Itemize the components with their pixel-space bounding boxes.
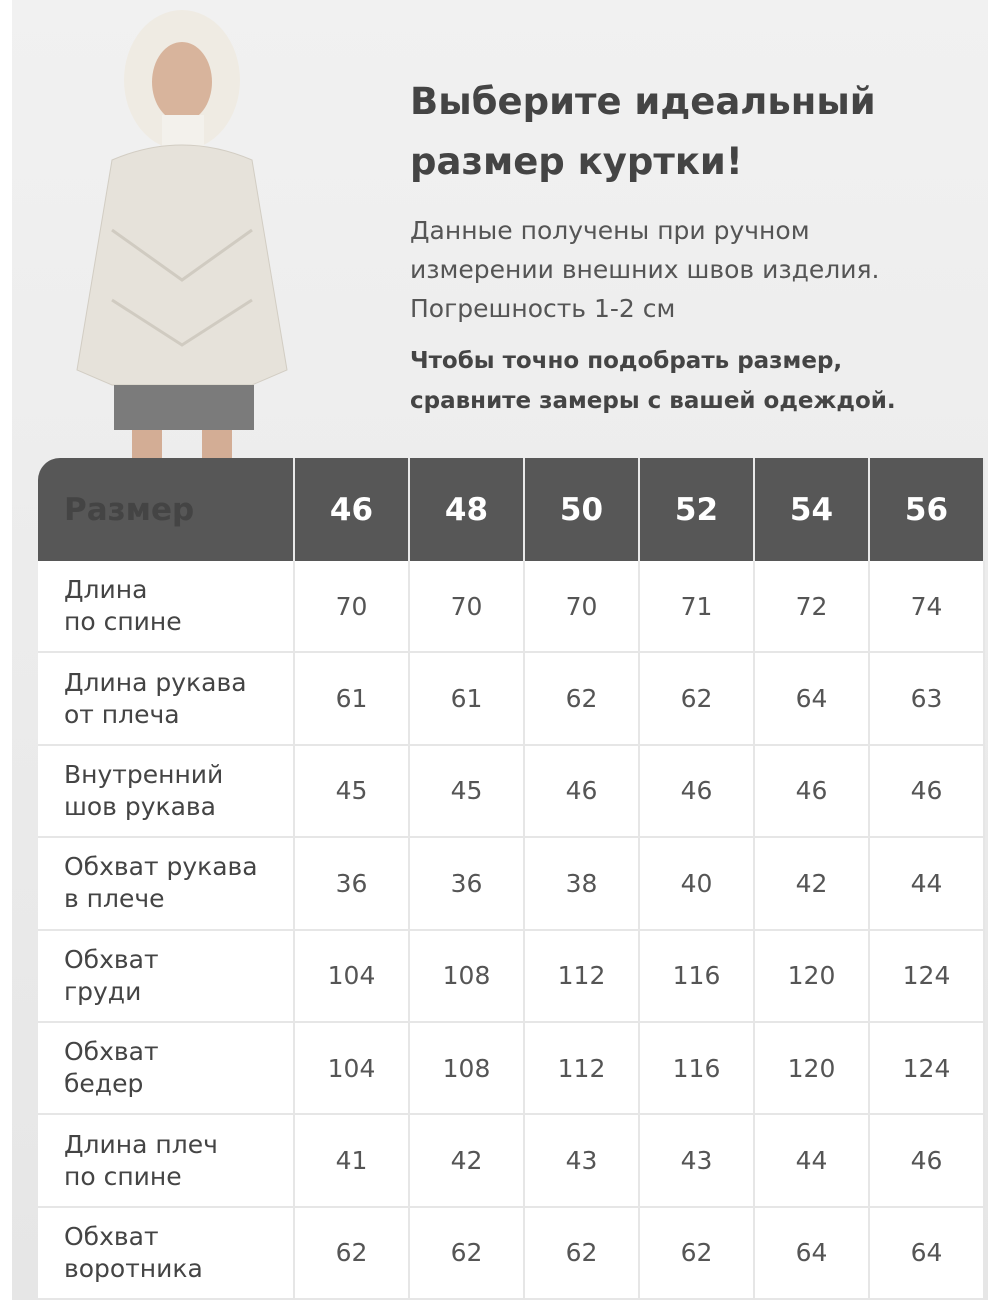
- size-value: 70: [525, 561, 640, 654]
- header-cell: 46: [295, 458, 410, 561]
- size-value: 46: [870, 745, 985, 839]
- header-cell: 56: [870, 458, 985, 561]
- note: сравните замеры с вашей одеждой.: [410, 388, 896, 414]
- size-value: 43: [640, 1115, 755, 1208]
- size-chart: Выберите идеальный размер куртки! Данные…: [12, 0, 988, 1300]
- size-value: 112: [525, 1023, 640, 1116]
- title: Выберите идеальный: [410, 80, 876, 123]
- leg: [132, 430, 162, 460]
- row-label: Обхват воротника: [38, 1207, 295, 1300]
- size-value: 120: [755, 1023, 870, 1116]
- size-value: 46: [755, 745, 870, 839]
- size-value: 64: [870, 1207, 985, 1300]
- leg: [202, 430, 232, 460]
- size-value: 104: [295, 1023, 410, 1116]
- size-value: 45: [295, 745, 410, 839]
- size-value: 62: [410, 1207, 525, 1300]
- size-value: 112: [525, 930, 640, 1023]
- row-label: Обхват рукава в плече: [38, 838, 295, 931]
- size-value: 36: [410, 838, 525, 931]
- row-label: Длина плеч по спине: [38, 1115, 295, 1208]
- size-value: 42: [410, 1115, 525, 1208]
- size-value: 62: [640, 653, 755, 746]
- size-value: 124: [870, 1023, 985, 1116]
- size-value: 70: [410, 561, 525, 654]
- header-cell: 52: [640, 458, 755, 561]
- size-value: 44: [755, 1115, 870, 1208]
- size-value: 71: [640, 561, 755, 654]
- size-value: 62: [640, 1207, 755, 1300]
- size-value: 45: [410, 745, 525, 839]
- face: [152, 42, 212, 122]
- size-value: 46: [525, 745, 640, 839]
- description: измерении внешних швов изделия.: [410, 255, 880, 284]
- note: Чтобы точно подобрать размер,: [410, 348, 843, 374]
- quilting: [111, 228, 253, 347]
- description: Данные получены при ручном: [410, 216, 810, 245]
- header-cell: 48: [410, 458, 525, 561]
- size-value: 72: [755, 561, 870, 654]
- size-value: 41: [295, 1115, 410, 1208]
- size-value: 42: [755, 838, 870, 931]
- size-value: 116: [640, 1023, 755, 1116]
- row-label: Обхват груди: [38, 930, 295, 1023]
- row-label: Длина по спине: [38, 561, 295, 654]
- size-value: 46: [870, 1115, 985, 1208]
- title: размер куртки!: [410, 140, 743, 183]
- header-cell: 54: [755, 458, 870, 561]
- size-value: 116: [640, 930, 755, 1023]
- row-label: Обхват бедер: [38, 1023, 295, 1116]
- row-label: Длина рукава от плеча: [38, 653, 295, 746]
- size-value: 36: [295, 838, 410, 931]
- row-label: Внутренний шов рукава: [38, 745, 295, 839]
- size-value: 104: [295, 930, 410, 1023]
- skirt: [114, 385, 254, 430]
- description: Погрешность 1-2 см: [410, 294, 676, 323]
- product-photo: [76, 10, 288, 460]
- size-value: 120: [755, 930, 870, 1023]
- jacket: [76, 144, 288, 386]
- size-value: 108: [410, 930, 525, 1023]
- header-cell: Размер: [38, 458, 295, 561]
- size-value: 46: [640, 745, 755, 839]
- size-value: 64: [755, 1207, 870, 1300]
- size-value: 61: [410, 653, 525, 746]
- size-value: 43: [525, 1115, 640, 1208]
- size-value: 62: [525, 653, 640, 746]
- size-value: 38: [525, 838, 640, 931]
- size-value: 74: [870, 561, 985, 654]
- size-value: 61: [295, 653, 410, 746]
- size-value: 124: [870, 930, 985, 1023]
- size-value: 44: [870, 838, 985, 931]
- size-value: 40: [640, 838, 755, 931]
- header-cell: 50: [525, 458, 640, 561]
- size-value: 62: [295, 1207, 410, 1300]
- size-value: 64: [755, 653, 870, 746]
- size-value: 62: [525, 1207, 640, 1300]
- size-value: 70: [295, 561, 410, 654]
- size-value: 108: [410, 1023, 525, 1116]
- size-value: 63: [870, 653, 985, 746]
